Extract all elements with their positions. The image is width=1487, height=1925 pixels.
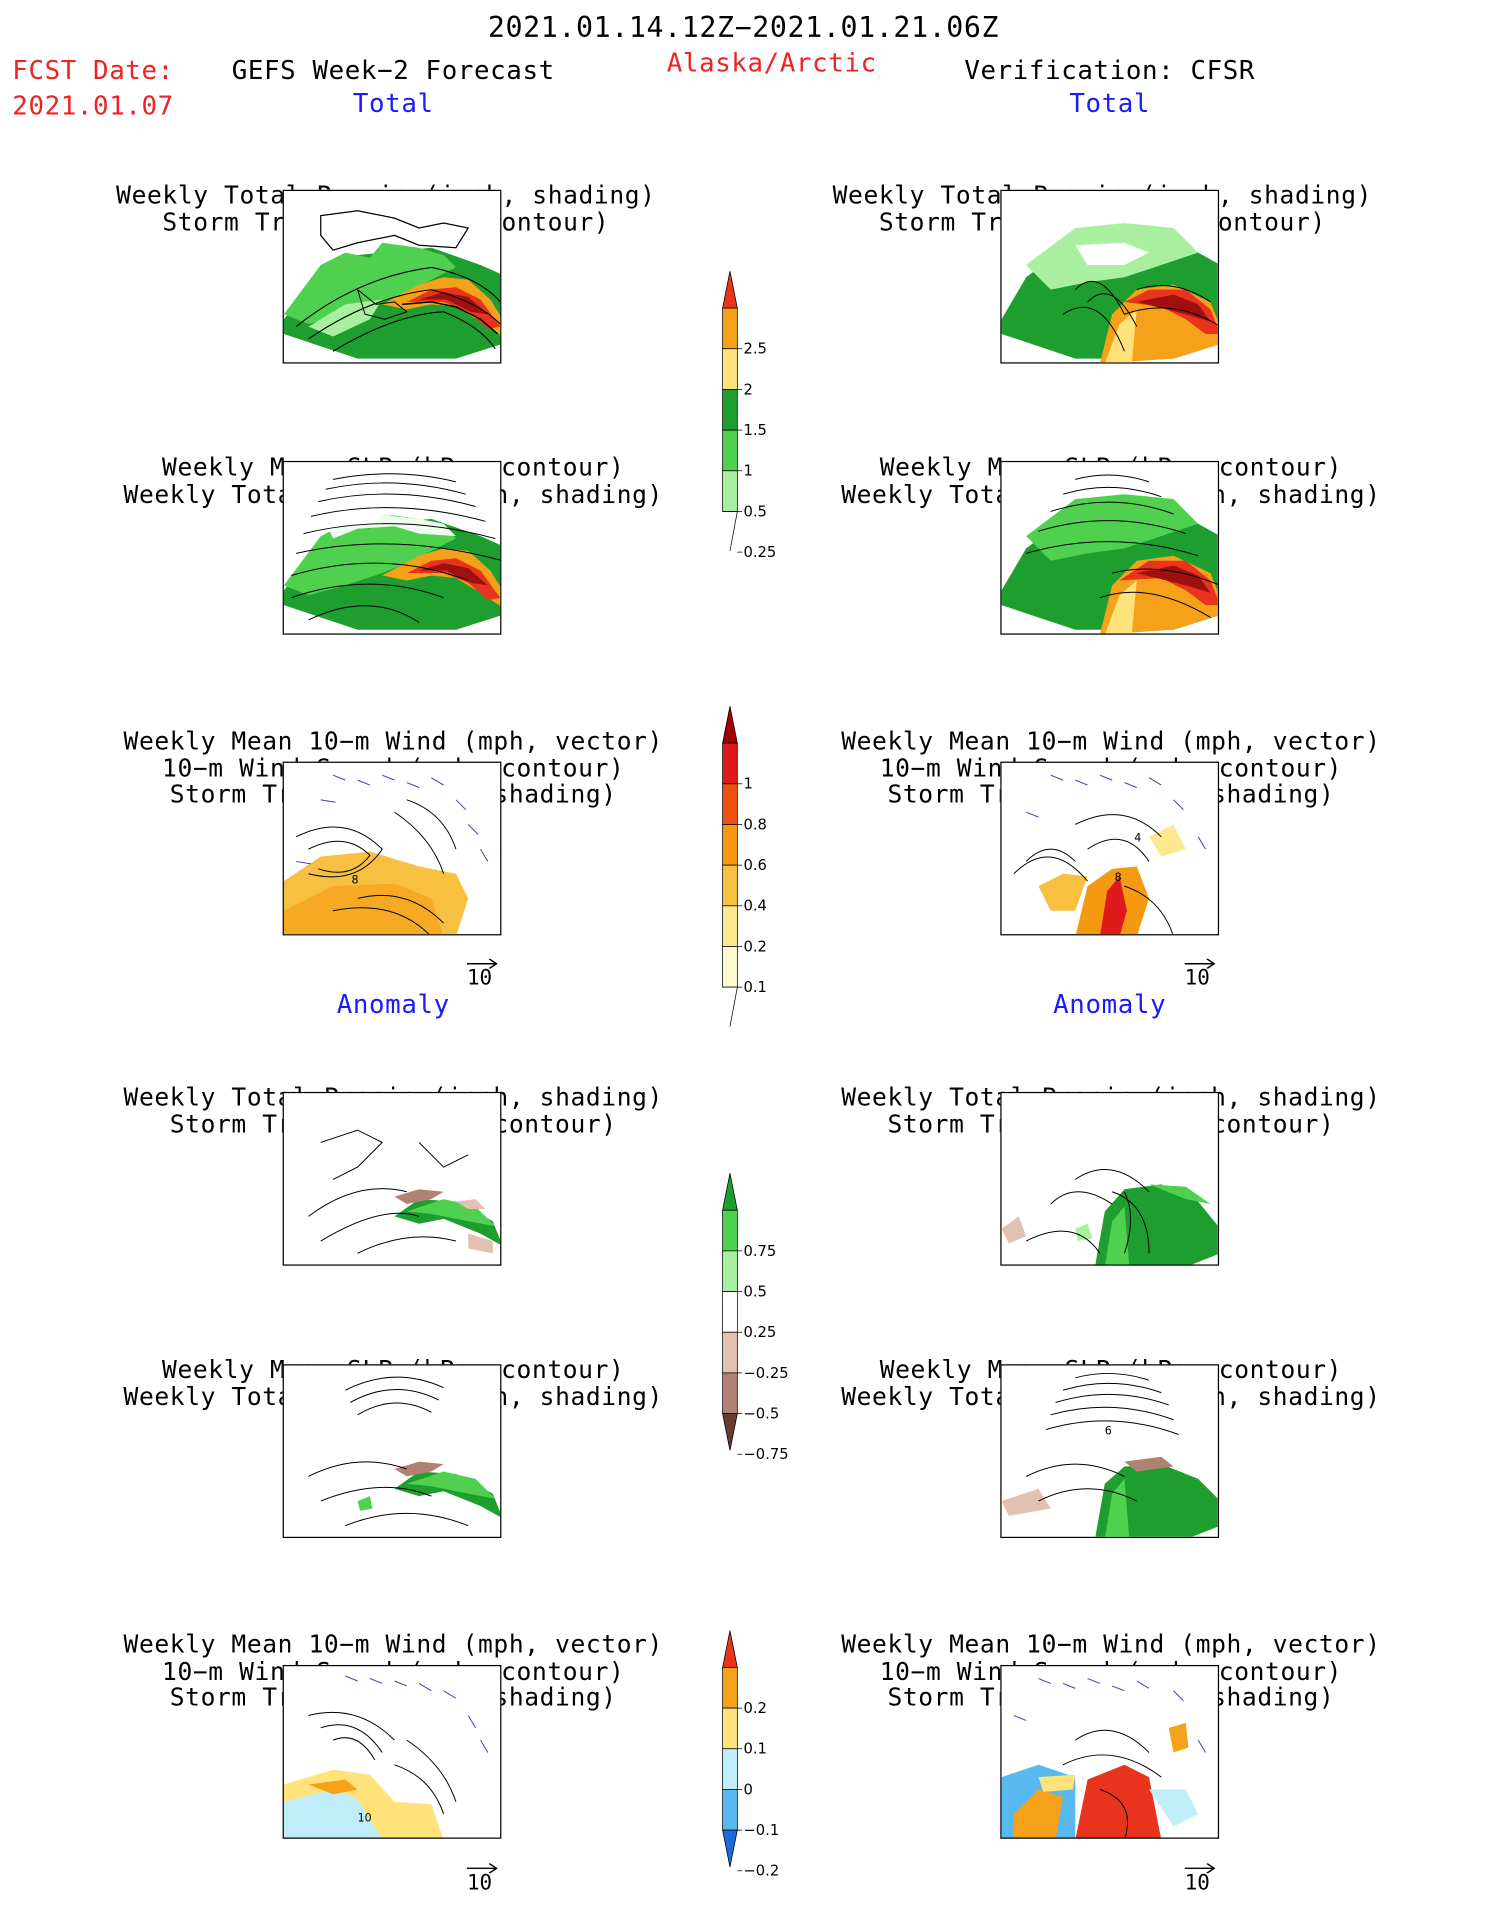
vector-reference-obs-anom: 10 bbox=[1184, 1863, 1217, 1896]
section-anomaly-right: Anomaly bbox=[1053, 989, 1167, 1020]
colorbar-segment bbox=[722, 1630, 738, 1668]
colorbar-segment bbox=[722, 1707, 738, 1750]
colorbar-tick-label: 0.1 bbox=[743, 1741, 766, 1758]
section-total-right: Total bbox=[1069, 88, 1151, 119]
colorbar-segment bbox=[722, 783, 738, 825]
colorbar-segment bbox=[722, 470, 738, 512]
colorbar-segment bbox=[722, 307, 738, 350]
colorbar-track-total: 1 0.8 0.6 0.4 0.2 0.1 bbox=[722, 706, 797, 1031]
colorbar-segment bbox=[722, 1789, 738, 1831]
colorbar-tick-label: 0.25 bbox=[743, 1324, 776, 1341]
vector-reference-label: 10 bbox=[466, 1870, 493, 1896]
wind-contour-label: 4 bbox=[1134, 832, 1141, 845]
fcst-date-label: FCST Date: bbox=[12, 55, 174, 86]
colorbar-tick-label: 0.5 bbox=[743, 1283, 766, 1300]
colorbar-tick-label: 1 bbox=[743, 776, 752, 793]
map-slp-precip-fcst bbox=[282, 460, 502, 635]
map-slp-precip-obs bbox=[1000, 460, 1220, 635]
colorbar-tick-label: 0.6 bbox=[743, 857, 766, 874]
colorbar-tick-label: 0.4 bbox=[743, 898, 766, 915]
section-anomaly-left: Anomaly bbox=[336, 989, 450, 1020]
verification-label: Verification: CFSR bbox=[964, 55, 1256, 86]
colorbar-segment bbox=[722, 1413, 738, 1451]
colorbar-tick-label: −0.2 bbox=[743, 1863, 779, 1880]
colorbar-segment bbox=[722, 905, 738, 947]
wind-contour-label: 8 bbox=[1115, 871, 1122, 884]
colorbar-tick-label: 1.5 bbox=[743, 422, 766, 439]
colorbar-tick-label: 1 bbox=[743, 463, 752, 480]
wind-contour-label: 10 bbox=[358, 1811, 372, 1824]
colorbar-segment bbox=[722, 1291, 738, 1333]
colorbar-segment bbox=[722, 824, 738, 866]
colorbar-segment bbox=[722, 1829, 738, 1868]
model-title: GEFS Week−2 Forecast bbox=[231, 55, 555, 86]
colorbar-segment bbox=[722, 389, 738, 431]
colorbar-segment bbox=[722, 706, 738, 744]
slp-contour-label: 6 bbox=[1105, 1424, 1112, 1437]
region-label: Alaska/Arctic bbox=[666, 48, 877, 78]
map-precip-track-fcst bbox=[282, 189, 502, 364]
map-wind-track-fcst-anom: 10 bbox=[282, 1664, 502, 1839]
colorbar-segment bbox=[722, 1748, 738, 1790]
colorbar-tick-label: −0.25 bbox=[743, 1365, 788, 1382]
period-title: 2021.01.14.12Z−2021.01.21.06Z bbox=[487, 12, 1000, 45]
map-wind-track-fcst: 8 bbox=[282, 761, 502, 936]
map-wind-track-obs-anom bbox=[1000, 1664, 1220, 1839]
map-precip-track-obs bbox=[1000, 189, 1220, 364]
colorbar-segment bbox=[722, 348, 738, 390]
section-total-left: Total bbox=[352, 88, 434, 119]
colorbar-segment bbox=[722, 511, 738, 551]
colorbar-tick-label: 2.5 bbox=[743, 341, 766, 358]
map-slp-precip-obs-anom: 6 bbox=[1000, 1364, 1220, 1539]
vector-reference-label: 10 bbox=[1184, 1870, 1210, 1896]
colorbar-segment bbox=[722, 742, 738, 785]
colorbar-tick-label: 0.2 bbox=[743, 938, 766, 955]
vector-reference-label: 10 bbox=[1184, 966, 1210, 991]
vector-reference-fcst-anom: 10 bbox=[466, 1863, 499, 1896]
colorbar-tick-label: 0.5 bbox=[743, 503, 766, 520]
colorbar-segment bbox=[722, 1372, 738, 1414]
colorbar-segment bbox=[722, 946, 738, 988]
vector-reference-fcst-total: 10 bbox=[466, 958, 499, 991]
colorbar-segment bbox=[722, 1250, 738, 1292]
colorbar-segment bbox=[722, 1173, 738, 1211]
colorbar-tick-label: 0.2 bbox=[743, 1700, 766, 1717]
colorbar-precip-total: 2.5 2 1.5 1 0.5 0.25 bbox=[722, 271, 797, 561]
colorbar-segment bbox=[722, 1209, 738, 1252]
colorbar-segment bbox=[722, 429, 738, 472]
colorbar-precip-anomaly: 0.75 0.5 0.25 −0.25 −0.5 −0.75 bbox=[722, 1173, 797, 1463]
vector-reference-obs-total: 10 bbox=[1184, 958, 1217, 991]
colorbar-tick-label: 0 bbox=[743, 1781, 752, 1798]
map-slp-precip-fcst-anom bbox=[282, 1364, 502, 1539]
map-wind-track-obs: 4 8 bbox=[1000, 761, 1220, 936]
colorbar-tick-label: −0.1 bbox=[743, 1822, 779, 1839]
colorbar-tick-label: 0.8 bbox=[743, 816, 766, 833]
vector-reference-label: 10 bbox=[466, 966, 493, 991]
colorbar-segment bbox=[722, 1331, 738, 1374]
colorbar-track-anomaly: 0.2 0.1 0 −0.1 −0.2 bbox=[722, 1630, 797, 1880]
colorbar-tick-label: 0.1 bbox=[743, 979, 766, 996]
colorbar-tick-label: −0.75 bbox=[743, 1446, 788, 1463]
fcst-date-value: 2021.01.07 bbox=[12, 91, 174, 121]
colorbar-tick-label: 0.75 bbox=[743, 1243, 776, 1260]
wind-contour-label: 8 bbox=[351, 874, 358, 887]
colorbar-segment bbox=[722, 271, 738, 309]
colorbar-tick-label: 0.25 bbox=[743, 544, 776, 561]
colorbar-segment bbox=[722, 986, 738, 1027]
map-precip-track-obs-anom bbox=[1000, 1091, 1220, 1266]
map-precip-track-fcst-anom bbox=[282, 1091, 502, 1266]
colorbar-segment bbox=[722, 864, 738, 907]
colorbar-tick-label: 2 bbox=[743, 381, 752, 398]
colorbar-segment bbox=[722, 1667, 738, 1709]
colorbar-tick-label: −0.5 bbox=[743, 1405, 779, 1422]
